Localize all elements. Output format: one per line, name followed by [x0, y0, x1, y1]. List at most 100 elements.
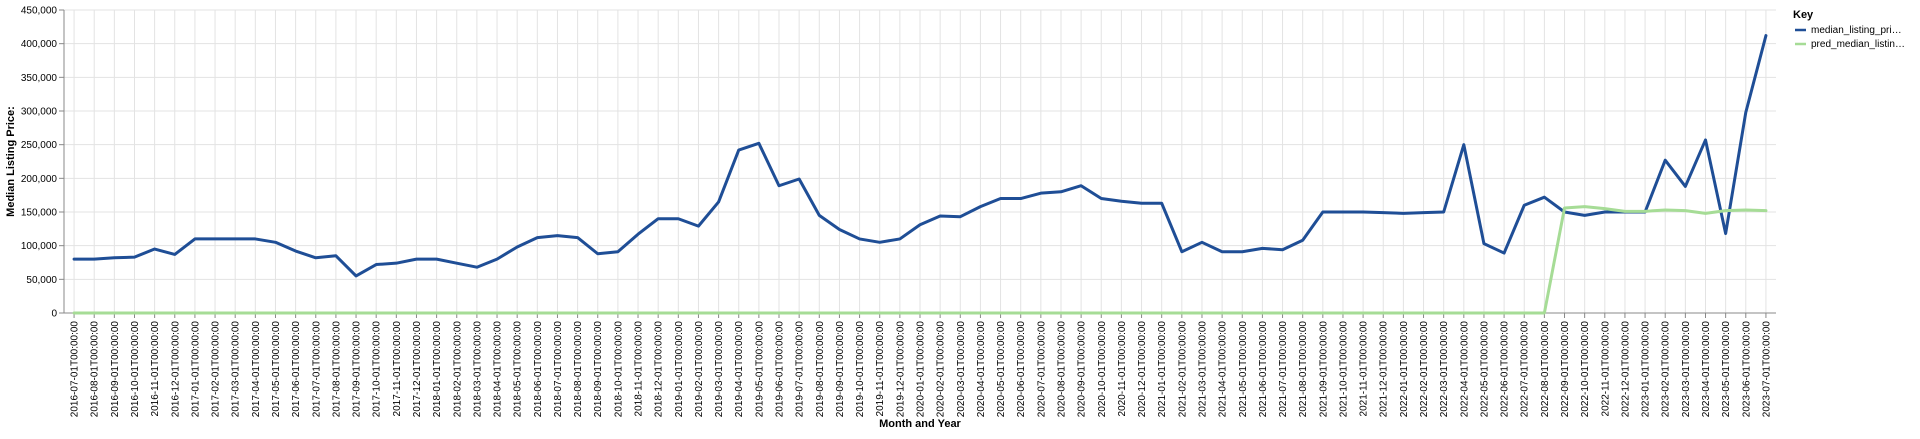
legend-entry-label: median_listing_pri…	[1811, 25, 1902, 36]
data-point	[1402, 312, 1404, 314]
data-point	[1704, 212, 1706, 214]
legend: Key median_listing_pri… pred_median_listi…	[1793, 9, 1905, 50]
x-tick-label: 2022-11-01T00:00:00	[1600, 321, 1611, 417]
x-tick-label: 2019-10-01T00:00:00	[855, 321, 866, 418]
x-tick-label: 2023-05-01T00:00:00	[1721, 321, 1732, 418]
data-point	[294, 312, 296, 314]
x-tick-label: 2017-01-01T00:00:00	[190, 321, 201, 418]
data-point	[194, 238, 196, 240]
x-tick-label: 2023-06-01T00:00:00	[1741, 321, 1752, 418]
data-point	[597, 253, 599, 255]
y-tick-label: 150,000	[21, 208, 58, 219]
data-point	[93, 312, 95, 314]
x-tick-label: 2021-01-01T00:00:00	[1157, 321, 1168, 418]
data-point	[576, 312, 578, 314]
y-tick-label: 400,000	[21, 39, 58, 50]
data-point	[1120, 200, 1122, 202]
data-point	[435, 312, 437, 314]
data-point	[838, 312, 840, 314]
y-tick-label: 450,000	[21, 6, 58, 17]
data-point	[1604, 211, 1606, 213]
x-tick-label: 2022-02-01T00:00:00	[1419, 321, 1430, 418]
data-point	[73, 258, 75, 260]
data-point	[234, 238, 236, 240]
series-lines	[72, 34, 1768, 315]
x-tick-label: 2020-09-01T00:00:00	[1077, 321, 1088, 418]
data-point	[476, 312, 478, 314]
x-tick-label: 2019-05-01T00:00:00	[754, 321, 765, 418]
data-point	[1120, 312, 1122, 314]
x-tick-label: 2021-11-01T00:00:00	[1359, 321, 1370, 417]
data-point	[1301, 239, 1303, 241]
data-point	[1463, 143, 1465, 145]
data-point	[1322, 312, 1324, 314]
data-point	[1221, 251, 1223, 253]
y-tick-label: 200,000	[21, 174, 58, 185]
data-point	[1160, 202, 1162, 204]
data-point	[798, 178, 800, 180]
data-point	[456, 262, 458, 264]
data-point	[1543, 196, 1545, 198]
data-point	[113, 312, 115, 314]
legend-entry-label: pred_median_listin…	[1811, 39, 1905, 50]
x-tick-label: 2021-03-01T00:00:00	[1197, 321, 1208, 418]
data-point	[435, 258, 437, 260]
x-tick-label: 2018-12-01T00:00:00	[654, 321, 665, 418]
data-point	[778, 185, 780, 187]
data-point	[1181, 251, 1183, 253]
data-point	[73, 312, 75, 314]
data-point	[1704, 139, 1706, 141]
x-tick-label: 2020-04-01T00:00:00	[976, 321, 987, 418]
data-point	[879, 241, 881, 243]
data-point	[375, 263, 377, 265]
data-point	[1503, 312, 1505, 314]
x-tick-label: 2023-03-01T00:00:00	[1681, 321, 1692, 418]
x-tick-label: 2018-03-01T00:00:00	[472, 321, 483, 418]
x-tick-label: 2016-11-01T00:00:00	[150, 321, 161, 417]
data-point	[818, 214, 820, 216]
data-point	[496, 312, 498, 314]
data-point	[133, 256, 135, 258]
x-tick-label: 2021-08-01T00:00:00	[1298, 321, 1309, 418]
data-point	[194, 312, 196, 314]
data-point	[738, 312, 740, 314]
data-point	[476, 266, 478, 268]
data-point	[294, 250, 296, 252]
x-tick-label: 2020-12-01T00:00:00	[1137, 321, 1148, 418]
data-point	[234, 312, 236, 314]
data-point	[335, 255, 337, 257]
data-point	[1624, 210, 1626, 212]
x-tick-label: 2020-10-01T00:00:00	[1097, 321, 1108, 418]
data-point	[738, 149, 740, 151]
data-point	[1604, 207, 1606, 209]
series-line-1	[72, 34, 1768, 278]
data-point	[1241, 312, 1243, 314]
x-tick-label: 2021-07-01T00:00:00	[1278, 321, 1289, 418]
x-tick-label: 2021-04-01T00:00:00	[1218, 321, 1229, 418]
data-point	[113, 257, 115, 259]
axes: 0 50,000 100,000 150,000 200,000 250,000 300,0…	[21, 6, 1776, 418]
data-point	[415, 312, 417, 314]
data-point	[1523, 312, 1525, 314]
data-point	[254, 312, 256, 314]
data-point	[1181, 312, 1183, 314]
x-tick-label: 2023-07-01T00:00:00	[1761, 321, 1772, 418]
data-point	[1664, 159, 1666, 161]
x-tick-label: 2020-05-01T00:00:00	[996, 321, 1007, 418]
x-tick-label: 2017-11-01T00:00:00	[392, 321, 403, 417]
x-tick-label: 2022-09-01T00:00:00	[1560, 321, 1571, 418]
data-point	[1724, 209, 1726, 211]
x-tick-label: 2022-10-01T00:00:00	[1580, 321, 1591, 418]
data-point	[637, 233, 639, 235]
x-tick-label: 2018-08-01T00:00:00	[573, 321, 584, 418]
data-point	[899, 238, 901, 240]
x-tick-label: 2017-06-01T00:00:00	[291, 321, 302, 418]
x-tick-label: 2019-01-01T00:00:00	[674, 321, 685, 418]
data-point	[717, 312, 719, 314]
x-tick-label: 2023-04-01T00:00:00	[1701, 321, 1712, 418]
x-tick-label: 2022-03-01T00:00:00	[1439, 321, 1450, 418]
x-tick-label: 2021-12-01T00:00:00	[1379, 321, 1390, 418]
data-point	[838, 228, 840, 230]
data-point	[637, 312, 639, 314]
x-tick-label: 2018-01-01T00:00:00	[432, 321, 443, 418]
